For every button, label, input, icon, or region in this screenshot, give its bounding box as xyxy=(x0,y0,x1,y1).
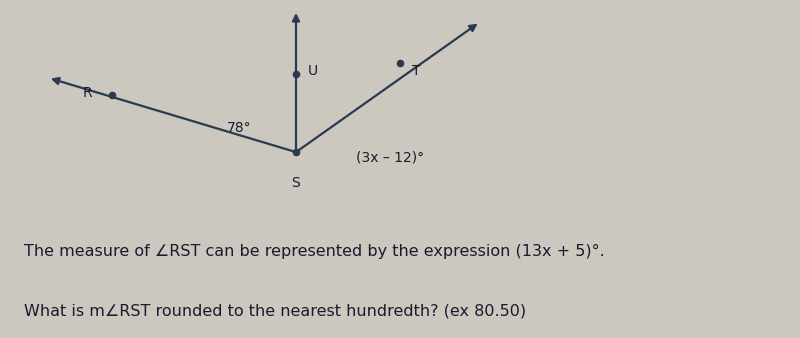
Text: (3x – 12)°: (3x – 12)° xyxy=(356,150,424,164)
Text: 78°: 78° xyxy=(227,121,252,135)
Text: The measure of ∠RST can be represented by the expression (13x + 5)°.: The measure of ∠RST can be represented b… xyxy=(24,244,605,259)
Text: T: T xyxy=(412,64,421,78)
Text: R: R xyxy=(82,86,92,100)
Text: U: U xyxy=(308,64,318,78)
Text: S: S xyxy=(292,176,300,190)
Text: What is m∠RST rounded to the nearest hundredth? (ex 80.50): What is m∠RST rounded to the nearest hun… xyxy=(24,304,526,318)
